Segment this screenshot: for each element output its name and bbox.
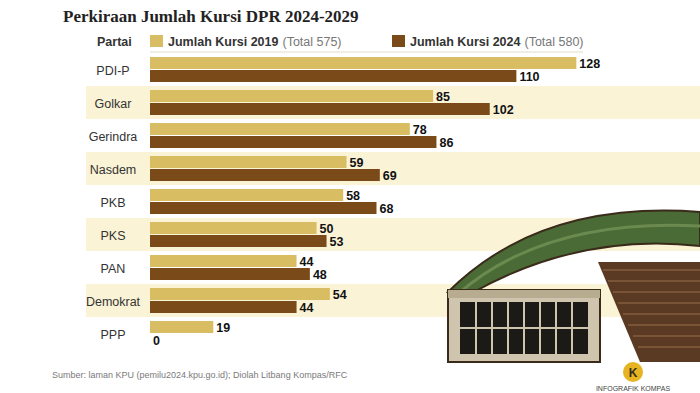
building-illustration <box>448 211 700 362</box>
bar <box>150 189 343 201</box>
bar <box>150 90 433 102</box>
chart-root: Perkiraan Jumlah Kursi DPR 2024-2029 Part… <box>0 0 700 393</box>
data-label: 102 <box>493 103 514 117</box>
data-label: 86 <box>439 136 453 150</box>
data-label: 53 <box>330 235 344 249</box>
source: Sumber: laman KPU (pemilu2024.kpu.go.id)… <box>52 370 348 380</box>
legend-text: Jumlah Kursi 2019(Total 575) <box>168 35 342 49</box>
stair-step <box>628 324 700 326</box>
category-label: PPP <box>100 328 125 342</box>
x-axis <box>150 52 583 53</box>
row-band <box>86 86 700 119</box>
legend-swatch <box>392 35 405 47</box>
data-label: 50 <box>320 222 334 236</box>
category-label: Nasdem <box>90 163 137 177</box>
stair-step <box>623 313 700 315</box>
stair-step <box>633 335 700 337</box>
window-bar <box>460 327 588 329</box>
stair-step <box>613 291 700 293</box>
bar <box>150 169 380 181</box>
credit: INFOGRAFIK KOMPAS <box>596 385 670 392</box>
legend-item: Jumlah Kursi 2024(Total 580) <box>392 35 584 49</box>
bar <box>150 202 376 214</box>
category-header: Partai <box>97 35 132 49</box>
legend-label: Jumlah Kursi 2019 <box>168 35 279 49</box>
category-label: Gerindra <box>89 130 138 144</box>
row-band <box>86 152 700 185</box>
data-label: 58 <box>346 189 360 203</box>
data-label: 68 <box>379 202 393 216</box>
windows <box>460 302 588 354</box>
data-label: 59 <box>350 156 364 170</box>
bar <box>150 301 297 313</box>
category-label: PKS <box>100 229 125 243</box>
data-label: 69 <box>383 169 397 183</box>
data-label: 128 <box>579 57 600 71</box>
legend-label: Jumlah Kursi 2024 <box>410 35 521 49</box>
legend-item: Jumlah Kursi 2019(Total 575) <box>150 35 342 49</box>
logo-text: K <box>629 366 638 380</box>
legend-total: (Total 575) <box>282 35 341 49</box>
bar <box>150 255 297 267</box>
stairs <box>598 262 700 362</box>
bar <box>150 57 576 69</box>
bar <box>150 321 213 333</box>
row-band <box>86 284 700 317</box>
data-label: 85 <box>436 90 450 104</box>
category-label: Golkar <box>95 97 132 111</box>
data-label: 48 <box>313 268 327 282</box>
facade-band <box>448 290 600 298</box>
bar <box>150 103 490 115</box>
facade <box>448 290 600 362</box>
stair-step <box>618 302 700 304</box>
category-label: PAN <box>101 262 126 276</box>
legend-total: (Total 580) <box>524 35 583 49</box>
bar <box>150 156 347 168</box>
category-label: Demokrat <box>86 295 141 309</box>
bar <box>150 288 330 300</box>
bar <box>150 268 310 280</box>
logo-circle <box>623 362 643 382</box>
bar <box>150 235 327 247</box>
data-label: 0 <box>153 334 160 348</box>
category-label: PKB <box>100 196 125 210</box>
data-label: 110 <box>519 70 539 84</box>
bar <box>150 136 436 148</box>
stair-step <box>608 280 700 282</box>
data-label: 44 <box>300 255 314 269</box>
legend-text: Jumlah Kursi 2024(Total 580) <box>410 35 584 49</box>
stair-step <box>603 269 700 271</box>
category-label: PDI-P <box>96 64 129 78</box>
bar <box>150 222 317 234</box>
legend-swatch <box>150 35 163 47</box>
data-label: 54 <box>333 288 347 302</box>
data-label: 78 <box>413 123 427 137</box>
bar <box>150 334 151 346</box>
bar <box>150 70 516 82</box>
dome <box>448 211 700 294</box>
bar <box>150 123 410 135</box>
stair-step <box>638 346 700 348</box>
data-label: 19 <box>216 321 230 335</box>
chart-svg: Perkiraan Jumlah Kursi DPR 2024-2029 Part… <box>0 0 700 393</box>
title: Perkiraan Jumlah Kursi DPR 2024-2029 <box>63 7 359 26</box>
data-label: 44 <box>300 301 314 315</box>
